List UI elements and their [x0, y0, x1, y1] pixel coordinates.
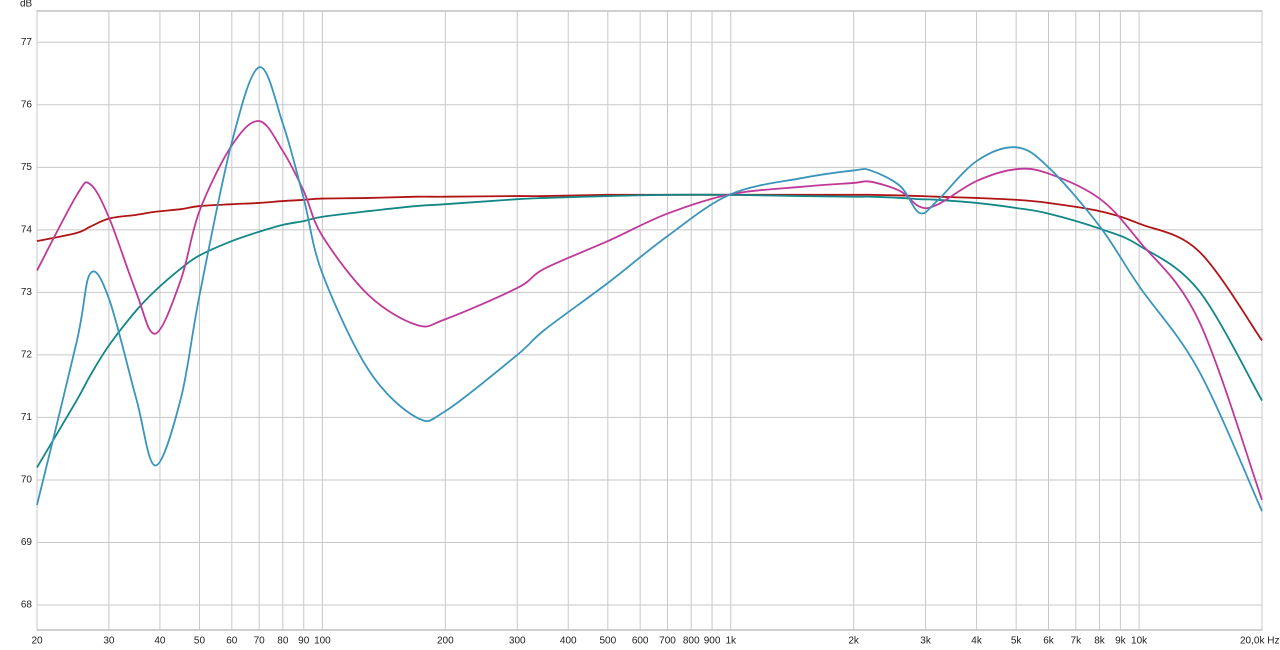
- y-axis-label: dB: [20, 0, 33, 10]
- y-tick-label: 69: [21, 537, 33, 548]
- y-tick-label: 75: [21, 162, 33, 173]
- x-tick-label: 200: [437, 636, 454, 647]
- y-tick-label: 77: [21, 37, 33, 48]
- x-tick-label: 20,0k Hz: [1240, 636, 1279, 647]
- response-curve: [36, 193, 1263, 468]
- x-tick-label: 900: [704, 636, 721, 647]
- x-tick-label: 3k: [920, 636, 932, 647]
- x-tick-label: 50: [194, 636, 206, 647]
- x-tick-label: 300: [509, 636, 526, 647]
- x-tick-label: 10k: [1131, 636, 1148, 647]
- x-tick-label: 700: [659, 636, 676, 647]
- y-tick-label: 73: [21, 287, 33, 298]
- y-tick-label: 71: [21, 412, 33, 423]
- y-tick-label: 70: [21, 475, 33, 486]
- x-tick-label: 800: [683, 636, 700, 647]
- x-tick-label: 2k: [848, 636, 860, 647]
- x-tick-label: 4k: [971, 636, 983, 647]
- response-curve: [36, 66, 1263, 512]
- y-tick-label: 76: [21, 99, 33, 110]
- x-tick-label: 7k: [1071, 636, 1083, 647]
- x-tick-label: 400: [560, 636, 577, 647]
- x-tick-label: 500: [599, 636, 616, 647]
- x-tick-label: 5k: [1011, 636, 1023, 647]
- x-tick-label: 60: [226, 636, 238, 647]
- y-tick-label: 72: [21, 350, 33, 361]
- x-tick-label: 6k: [1043, 636, 1055, 647]
- plot-area: [36, 10, 1263, 631]
- x-tick-label: 80: [277, 636, 289, 647]
- x-tick-label: 70: [254, 636, 266, 647]
- x-tick-label: 8k: [1094, 636, 1106, 647]
- x-tick-label: 30: [103, 636, 115, 647]
- y-tick-label: 68: [21, 600, 33, 611]
- response-curve: [36, 193, 1263, 342]
- response-curve: [36, 120, 1263, 501]
- x-tick-label: 1k: [725, 636, 737, 647]
- x-tick-label: 90: [298, 636, 310, 647]
- y-tick-label: 74: [21, 224, 33, 235]
- x-tick-label: 600: [632, 636, 649, 647]
- x-tick-label: 100: [314, 636, 331, 647]
- x-tick-label: 40: [154, 636, 166, 647]
- x-tick-label: 20: [31, 636, 43, 647]
- x-tick-label: 9k: [1115, 636, 1127, 647]
